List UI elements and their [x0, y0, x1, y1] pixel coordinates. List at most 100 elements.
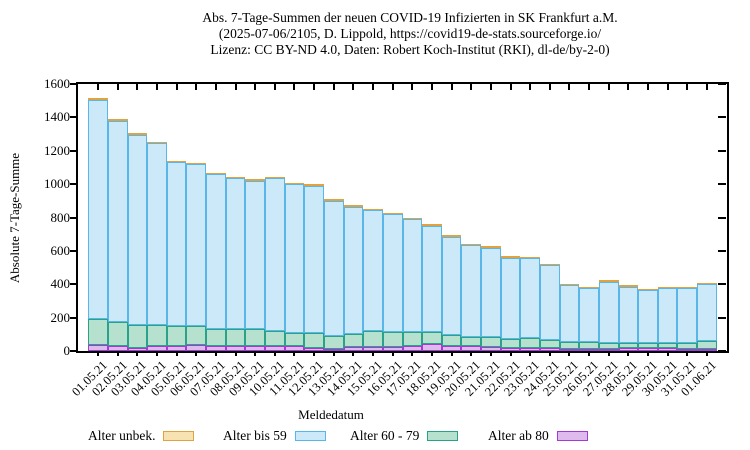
bar-segment-alter-ab-80 [677, 349, 697, 351]
chart-title-line3: Lizenz: CC BY-ND 4.0, Daten: Robert Koch… [210, 42, 610, 57]
bar-segment-alter-bis-59 [461, 245, 481, 337]
bar-01-06-21 [697, 282, 717, 351]
x-tick-bottom [116, 351, 119, 356]
bar-19-05-21 [442, 235, 461, 351]
x-tick-top [175, 84, 178, 90]
bar-05-05-21 [167, 160, 186, 351]
legend-label: Alter unbek. [88, 428, 156, 443]
y-tick-label: 1000 [44, 176, 70, 192]
y-tick-right [718, 216, 726, 219]
x-tick-bottom [489, 351, 492, 356]
bar-26-05-21 [579, 286, 599, 351]
bar-segment-alter-60-79 [677, 342, 697, 349]
bar-segment-alter-unbek [599, 280, 619, 282]
bar-segment-alter-60-79 [697, 341, 717, 349]
bar-24-05-21 [540, 263, 560, 351]
bar-06-05-21 [186, 162, 206, 351]
bar-segment-alter-bis-59 [167, 162, 186, 326]
y-tick-label: 1600 [44, 76, 70, 91]
bar-13-05-21 [324, 199, 344, 351]
x-tick-bottom [666, 351, 669, 356]
bar-28-05-21 [619, 285, 638, 351]
bar-03-05-21 [128, 133, 147, 351]
x-tick-top [450, 84, 453, 90]
bar-segment-alter-unbek [128, 133, 147, 135]
x-tick-top [136, 84, 139, 90]
bar-25-05-21 [560, 283, 579, 351]
bar-segment-alter-60-79 [599, 342, 619, 349]
bar-segment-alter-ab-80 [579, 349, 599, 351]
x-tick-top [332, 84, 335, 90]
bar-segment-alter-60-79 [88, 318, 108, 346]
bar-segment-alter-unbek [147, 141, 167, 144]
y-tick-right [718, 316, 726, 319]
bar-segment-alter-60-79 [245, 328, 265, 347]
bar-segment-alter-unbek [383, 212, 403, 215]
bar-segment-alter-60-79 [108, 321, 128, 346]
bar-segment-alter-bis-59 [619, 286, 638, 343]
x-tick-bottom [293, 351, 296, 356]
bar-segment-alter-60-79 [422, 332, 442, 344]
x-tick-bottom [214, 351, 217, 356]
x-tick-bottom [588, 351, 591, 356]
legend-entry-alter-unbek: Alter unbek. [88, 428, 195, 444]
x-tick-top [627, 84, 630, 90]
bar-02-05-21 [108, 119, 128, 351]
bar-segment-alter-bis-59 [540, 265, 560, 341]
y-tick-left [70, 316, 78, 319]
bar-segment-alter-bis-59 [344, 206, 363, 335]
bar-segment-alter-ab-80 [422, 343, 442, 351]
bar-segment-alter-ab-80 [540, 348, 560, 351]
bar-segment-alter-60-79 [579, 341, 599, 350]
x-tick-bottom [627, 351, 630, 356]
bar-segment-alter-unbek [658, 286, 677, 289]
bar-11-05-21 [285, 182, 304, 351]
x-tick-top [352, 84, 355, 90]
bar-segment-alter-60-79 [461, 336, 481, 346]
bar-segment-alter-bis-59 [501, 257, 520, 339]
bar-segment-alter-unbek [481, 246, 501, 248]
y-tick-right [718, 149, 726, 152]
x-tick-top [372, 84, 375, 90]
bar-segment-alter-bis-59 [245, 180, 265, 329]
bar-segment-alter-bis-59 [383, 214, 403, 332]
x-tick-bottom [175, 351, 178, 356]
bar-segment-alter-bis-59 [658, 288, 677, 343]
x-tick-bottom [156, 351, 159, 356]
bar-segment-alter-ab-80 [619, 347, 638, 351]
x-tick-bottom [509, 351, 512, 356]
bar-segment-alter-unbek [304, 184, 324, 186]
bar-segment-alter-ab-80 [442, 345, 461, 351]
bar-21-05-21 [481, 246, 501, 351]
y-tick-label: 800 [50, 209, 71, 225]
bar-segment-alter-unbek [560, 283, 579, 286]
bar-segment-alter-unbek [108, 119, 128, 121]
x-tick-bottom [352, 351, 355, 356]
bar-segment-alter-ab-80 [363, 346, 383, 351]
bar-segment-alter-bis-59 [147, 143, 167, 325]
x-tick-top [234, 84, 237, 90]
bar-segment-alter-ab-80 [147, 346, 167, 351]
bar-27-05-21 [599, 280, 619, 351]
y-tick-left [70, 350, 78, 352]
bar-segment-alter-unbek [344, 205, 363, 207]
bar-segment-alter-60-79 [304, 333, 324, 348]
bar-segment-alter-60-79 [520, 338, 540, 349]
x-tick-bottom [450, 351, 453, 356]
y-tick-label: 200 [50, 309, 71, 325]
bar-segment-alter-bis-59 [304, 185, 324, 334]
bar-segment-alter-unbek [265, 176, 285, 179]
y-tick-left [70, 249, 78, 252]
bar-segment-alter-ab-80 [520, 348, 540, 351]
x-tick-bottom [646, 351, 649, 356]
y-tick-right [718, 283, 726, 286]
bar-segment-alter-60-79 [638, 343, 658, 349]
bar-segment-alter-ab-80 [206, 345, 226, 351]
x-tick-bottom [430, 351, 433, 356]
y-tick-left [70, 183, 78, 186]
x-tick-top [254, 84, 257, 90]
x-tick-bottom [705, 351, 708, 356]
x-tick-top [666, 84, 669, 90]
y-tick-right [718, 83, 726, 85]
